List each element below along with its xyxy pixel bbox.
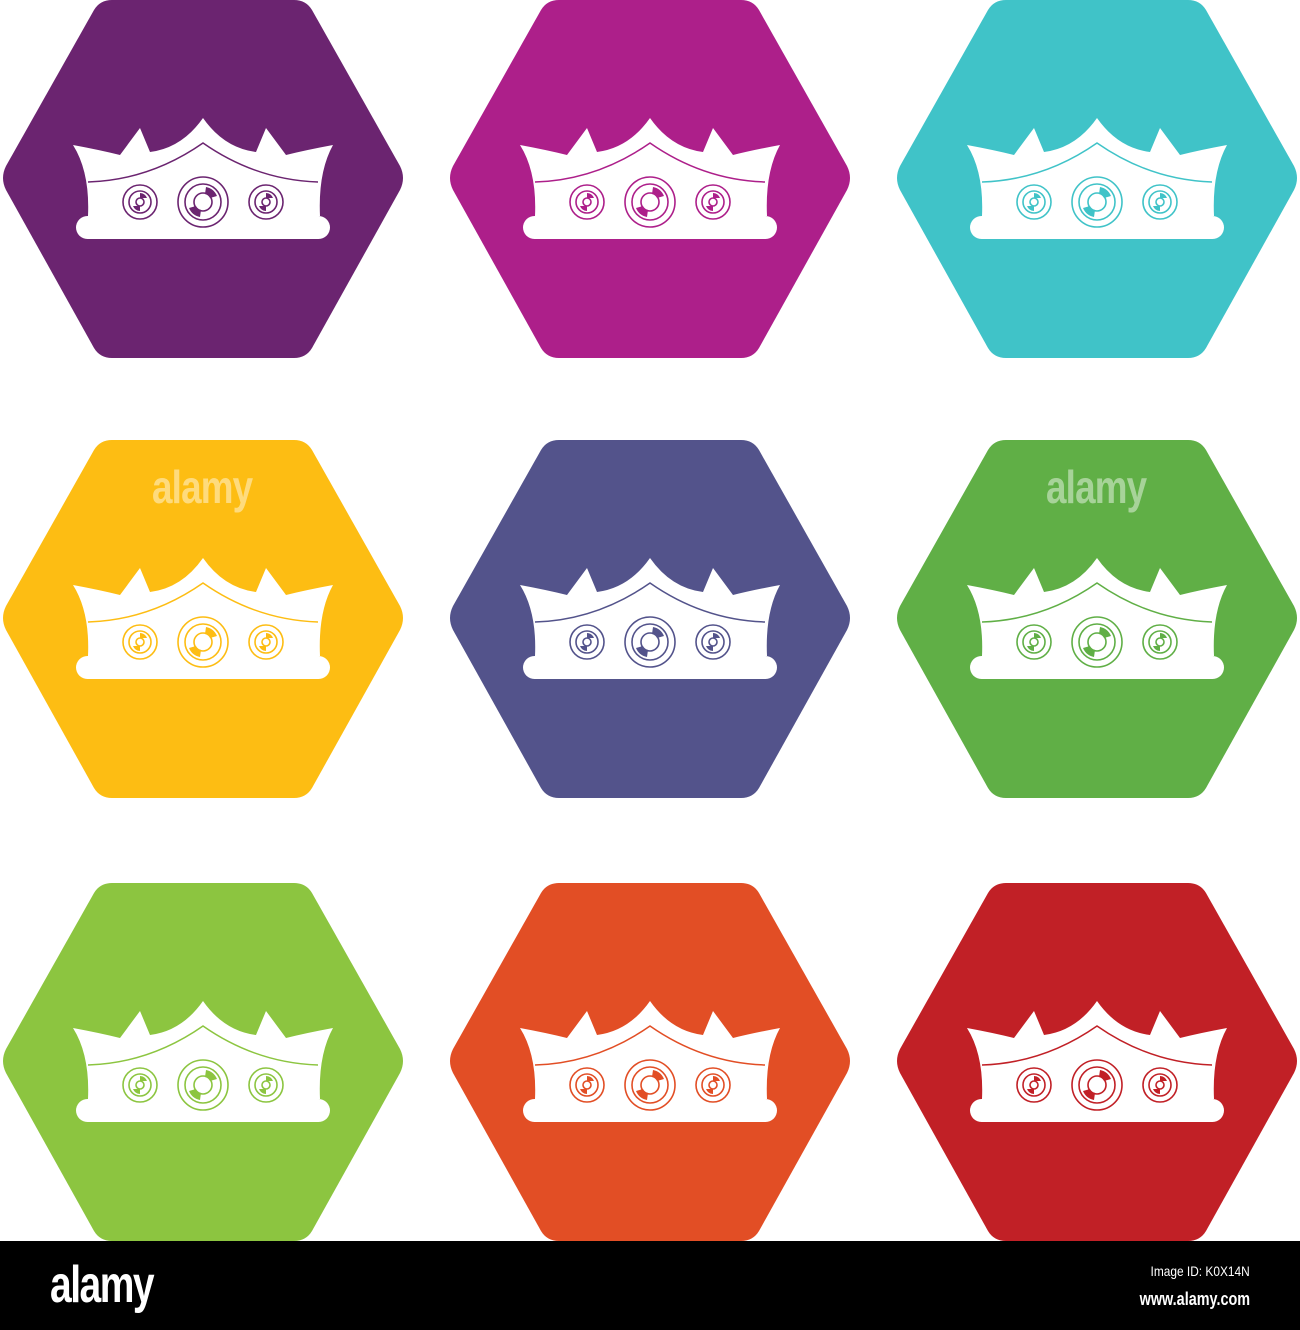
hexagon-crown-tile xyxy=(894,883,1300,1241)
crown-icon xyxy=(897,0,1297,358)
crown-icon xyxy=(897,440,1297,798)
crown-icon xyxy=(450,883,850,1241)
hexagon-crown-tile xyxy=(447,883,853,1241)
crown-icon xyxy=(450,440,850,798)
crown-icon xyxy=(450,0,850,358)
hexagon-crown-tile: alamy xyxy=(894,440,1300,798)
crown-icon xyxy=(897,883,1297,1241)
watermark: alamy xyxy=(152,461,253,513)
hexagon-crown-tile: alamy xyxy=(0,440,406,798)
hexagon-crown-tile xyxy=(0,883,406,1241)
footer-bar: alamy Image ID: K0X14N www.alamy.com xyxy=(0,1241,1300,1330)
watermark: alamy xyxy=(1046,461,1147,513)
site-url: www.alamy.com xyxy=(1139,1289,1250,1309)
image-id: Image ID: K0X14N xyxy=(1150,1263,1250,1279)
hexagon-crown-tile xyxy=(0,0,406,358)
crown-icon xyxy=(3,440,403,798)
hexagon-crown-tile xyxy=(447,440,853,798)
hexagon-crown-tile xyxy=(894,0,1300,358)
alamy-logo: alamy xyxy=(50,1256,155,1314)
crown-icon xyxy=(3,0,403,358)
hexagon-crown-tile xyxy=(447,0,853,358)
crown-icon xyxy=(3,883,403,1241)
